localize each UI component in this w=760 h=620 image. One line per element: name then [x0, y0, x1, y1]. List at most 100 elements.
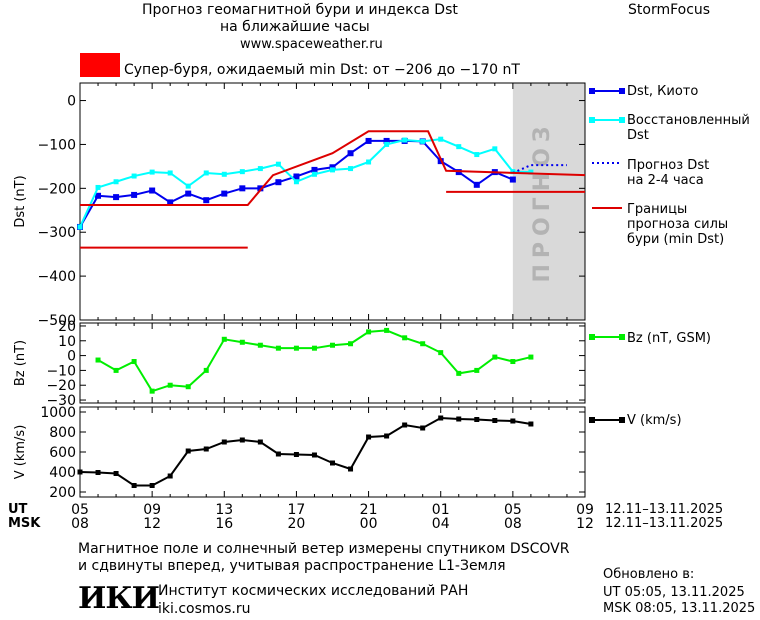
dst-point	[509, 176, 516, 183]
bz-point	[528, 354, 534, 360]
legend-restored-label-2: Dst	[627, 128, 649, 143]
ut-tick-label: 21	[360, 502, 378, 518]
v-point	[95, 470, 101, 475]
restored-series-line	[79, 138, 531, 228]
legend-restored-swatch-marker	[619, 117, 625, 123]
dst-point	[167, 199, 174, 206]
y-tick-label: 800	[49, 425, 76, 441]
legend-bounds-label-1: Границы	[627, 202, 688, 217]
legend-restored-swatch-marker	[589, 117, 595, 123]
legend-dst-swatch-marker	[589, 88, 595, 94]
v-point	[311, 452, 317, 458]
bz-point	[257, 342, 263, 348]
bz-point	[167, 382, 173, 388]
legend-forecast-label-1: Прогноз Dst	[627, 158, 710, 173]
msk-tick-label: 16	[215, 516, 233, 532]
restored-point	[348, 166, 354, 172]
v-point	[348, 466, 354, 472]
institute-site-link[interactable]: iki.cosmos.ru	[158, 601, 251, 617]
restored-point	[510, 169, 516, 175]
msk-axis-label: MSK	[8, 516, 41, 531]
msk-tick-label: 12	[143, 516, 161, 532]
restored-point	[492, 146, 498, 152]
dst-point	[473, 181, 480, 188]
ut-tick-label: 05	[504, 502, 522, 518]
restored-point	[239, 169, 245, 175]
bz-point	[438, 350, 444, 356]
bz-point	[492, 354, 498, 360]
legend-bz-swatch-marker	[589, 334, 595, 340]
dst-point	[329, 164, 336, 171]
y-tick-label: −300	[38, 225, 76, 241]
y-tick-label: 20	[58, 319, 76, 335]
legend-bounds-label-2: прогноза силы	[627, 217, 729, 232]
bz-point	[456, 370, 462, 376]
institute-name: Институт космических исследований РАН	[158, 583, 469, 599]
bz-point	[384, 327, 390, 333]
plot-frame	[79, 82, 586, 321]
dst-point	[365, 137, 372, 144]
legend-v-swatch-marker	[589, 417, 595, 423]
y-tick-label: 200	[49, 485, 76, 501]
forecast-series-line	[512, 164, 567, 174]
restored-point	[528, 169, 534, 175]
v-series-line	[79, 416, 532, 487]
v-point	[420, 425, 426, 431]
title-line-2: на ближайшие часы	[220, 19, 370, 35]
v-point	[456, 416, 462, 422]
title-line-1: Прогноз геомагнитной бури и индекса Dst	[142, 2, 458, 18]
bz-point	[131, 359, 137, 365]
restored-point	[257, 166, 263, 172]
dst-point	[221, 190, 228, 197]
storm-forecast-text: Супер-буря, ожидаемый min Dst: от −206 д…	[124, 62, 520, 78]
v-point	[293, 452, 299, 457]
restored-point	[402, 137, 408, 143]
bz-point	[221, 336, 227, 342]
ut-tick-label: 17	[288, 502, 306, 518]
v-point	[77, 469, 83, 475]
y-axis-label: Dst (nT)	[13, 175, 28, 227]
updated-ut: UT 05:05, 13.11.2025	[603, 585, 745, 600]
dst-point	[149, 187, 156, 194]
bz-series-line	[97, 329, 532, 393]
bz-point	[510, 359, 516, 365]
restored-point	[293, 179, 299, 185]
msk-date-range: 12.11–13.11.2025	[605, 516, 724, 531]
bz-point	[348, 341, 354, 347]
bz-point	[95, 357, 101, 363]
legend-v-label: V (km/s)	[627, 413, 682, 428]
restored-point	[366, 159, 372, 165]
legend-bz-swatch-marker	[619, 334, 625, 340]
restored-point	[95, 184, 101, 190]
dst-point	[95, 192, 102, 199]
dst-point	[311, 166, 318, 173]
bz-point	[113, 367, 119, 373]
msk-tick-label: 08	[71, 516, 89, 532]
v-point	[275, 451, 281, 457]
y-tick-label: −500	[38, 313, 76, 329]
legend-dst-label: Dst, Киото	[627, 84, 699, 99]
v-point	[113, 471, 119, 476]
ut-tick-label: 01	[432, 502, 450, 518]
y-tick-label: 10	[58, 334, 76, 350]
restored-point	[167, 170, 173, 176]
updated-label: Обновлено в:	[603, 567, 695, 582]
y-tick-label: −400	[38, 269, 76, 285]
restored-point	[113, 179, 119, 185]
restored-point	[275, 161, 281, 167]
bz-point	[474, 367, 480, 373]
y-tick-label: −10	[46, 363, 76, 379]
v-point	[167, 473, 173, 479]
dst-point	[293, 173, 300, 180]
msk-tick-label: 00	[360, 516, 378, 532]
site-link[interactable]: www.spaceweather.ru	[240, 37, 383, 52]
v-point	[366, 434, 372, 440]
restored-point	[149, 169, 155, 175]
ut-tick-label: 05	[71, 502, 89, 518]
v-point	[474, 417, 480, 422]
bz-point	[275, 345, 281, 351]
dst-point	[185, 190, 192, 197]
bz-point	[149, 388, 155, 394]
y-axis-label: Bz (nT)	[13, 340, 28, 386]
